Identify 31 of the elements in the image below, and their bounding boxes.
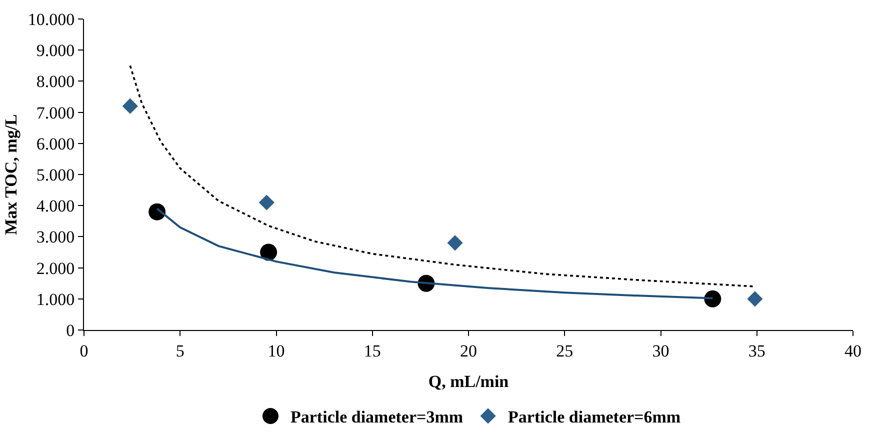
y-tick-label: 2.000	[36, 258, 75, 278]
point	[148, 203, 166, 220]
point	[260, 244, 278, 261]
y-tick-label: 4.000	[36, 196, 75, 216]
legend-label: Particle diameter=3mm	[290, 408, 464, 427]
x-tick-label: 30	[652, 341, 670, 360]
point	[704, 290, 722, 308]
y-tick-label: 1.000	[36, 290, 75, 309]
point	[747, 291, 763, 307]
y-tick-label: 7.000	[36, 103, 75, 122]
x-tick-label: 35	[748, 341, 766, 360]
x-tick-label: 5	[176, 341, 184, 360]
y-tick-label: 5.000	[36, 165, 75, 184]
x-tick-label: 25	[556, 341, 574, 360]
x-tick-label: 40	[844, 341, 862, 360]
x-tick-label: 20	[460, 341, 477, 360]
point	[258, 194, 274, 210]
point	[447, 235, 463, 251]
legend-label: Particle diameter=6mm	[508, 408, 681, 427]
y-tick-label: 10.000	[28, 10, 75, 29]
y-tick-label: 3.000	[36, 228, 75, 247]
x-tick-label: 0	[80, 341, 88, 360]
x-axis-title: Q, mL/min	[428, 372, 510, 391]
x-tick-label: 10	[268, 341, 285, 360]
y-axis-title: Max TOC, mg/L	[1, 114, 20, 235]
y-tick-label: 6.000	[36, 134, 75, 154]
y-tick-label: 9.000	[36, 41, 75, 60]
point	[122, 98, 138, 114]
y-tick-label: 0	[66, 320, 75, 340]
x-tick-label: 15	[364, 341, 381, 360]
y-tick-label: 8.000	[36, 72, 75, 92]
